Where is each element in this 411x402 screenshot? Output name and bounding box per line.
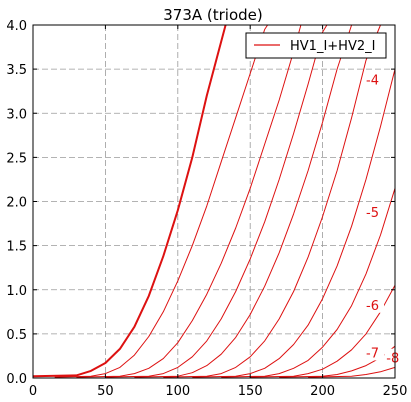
chart-title: 373A (triode) (163, 6, 263, 24)
x-tick-label: 150 (238, 384, 263, 399)
axis-ticks: 0 50 100 150 200 250 0.0 0.5 1.0 1.5 2.0 2.5 3.0 3.5 4… (6, 19, 407, 399)
y-tick-label: 1.5 (6, 240, 27, 255)
y-tick-label: 3.0 (6, 107, 27, 122)
x-tick-label: 250 (383, 384, 408, 399)
series-line (308, 366, 396, 378)
series-line (192, 68, 396, 378)
y-tick-label: 2.0 (6, 196, 27, 211)
curve-label-background (364, 70, 385, 88)
curve-labels: -4 -5 -6 -7 -8 (364, 70, 405, 367)
x-tick-label: 100 (165, 384, 190, 399)
series-line (163, 24, 381, 378)
y-tick-label: 0.0 (6, 372, 27, 387)
series-line (250, 285, 396, 378)
curve-label: -8 (386, 352, 399, 367)
curve-label-background (384, 348, 405, 366)
y-tick-label: 1.0 (6, 284, 27, 299)
curve-label: -7 (366, 346, 379, 361)
series-line (76, 24, 302, 378)
grid (33, 25, 395, 378)
y-tick-label: 4.0 (6, 19, 27, 34)
x-tick-label: 50 (97, 384, 114, 399)
x-tick-label: 0 (29, 384, 37, 399)
curve-label-background (364, 295, 385, 313)
curve-label: -4 (366, 74, 379, 89)
legend-label: HV1_I+HV2_I (290, 39, 375, 54)
series-line (54, 24, 269, 378)
series-line (221, 188, 396, 378)
curve-label-background (364, 343, 385, 361)
series-group (32, 24, 396, 378)
curve-label: -5 (366, 206, 379, 221)
curve-label: -6 (366, 299, 379, 314)
legend: HV1_I+HV2_I (245, 32, 387, 59)
y-tick-label: 2.5 (6, 151, 27, 166)
series-line (32, 24, 227, 378)
y-tick-label: 0.5 (6, 328, 27, 343)
x-tick-label: 200 (310, 384, 335, 399)
y-tick-label: 3.5 (6, 63, 27, 78)
series-line (105, 24, 328, 378)
curve-label-background (364, 203, 385, 221)
series-line (134, 24, 353, 378)
